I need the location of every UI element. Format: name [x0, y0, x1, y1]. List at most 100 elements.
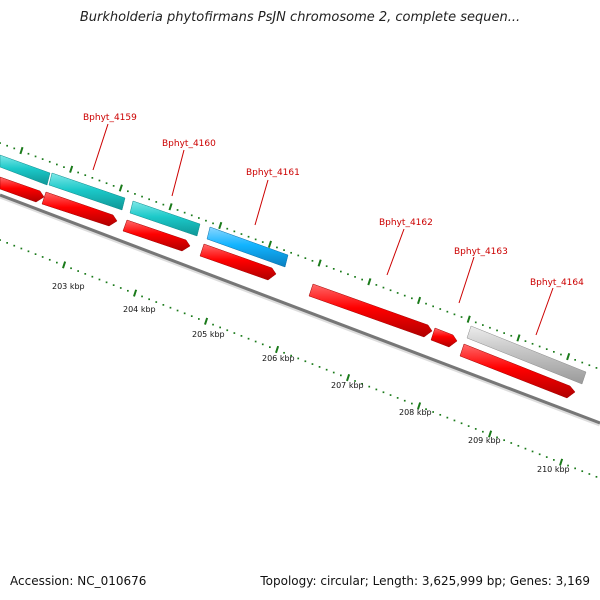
- scale-tick: [368, 385, 371, 388]
- scale-tick: [240, 335, 243, 337]
- scale-tick: [417, 402, 422, 410]
- scale-tick: [162, 304, 165, 306]
- tick-label-204: 204 kbp: [123, 305, 156, 314]
- feature-cyan-2[interactable]: [48, 172, 126, 211]
- scale-tick: [489, 326, 491, 329]
- scale-tick: [77, 270, 79, 272]
- scale-tick: [226, 227, 229, 230]
- scale-tick: [290, 251, 292, 254]
- scale-tick: [247, 337, 250, 340]
- tick-label-207: 207 kbp: [331, 381, 364, 390]
- scale-tick: [233, 230, 236, 233]
- scale-tick: [340, 270, 342, 273]
- cds-arrow-7[interactable]: [459, 343, 576, 399]
- scale-tick: [425, 302, 427, 305]
- scale-tick: [297, 357, 300, 360]
- feature-blue-1[interactable]: [206, 226, 289, 268]
- scale-tick: [482, 430, 484, 433]
- scale-tick: [77, 171, 79, 174]
- label-line-4163: [458, 256, 475, 304]
- scale-tick: [325, 265, 328, 268]
- cds-arrow-5[interactable]: [308, 283, 433, 338]
- gene-label-4160[interactable]: Bphyt_4160: [162, 139, 216, 149]
- scale-tick: [510, 334, 513, 337]
- scale-tick: [553, 350, 555, 353]
- scale-tick: [84, 273, 87, 275]
- scale-tick: [538, 453, 541, 456]
- scale-tick: [56, 163, 58, 166]
- tick-label-205: 205 kbp: [192, 330, 225, 339]
- cds-arrow-3[interactable]: [122, 219, 191, 252]
- scale-tick: [318, 366, 321, 368]
- scale-tick: [204, 317, 209, 325]
- scale-tick: [361, 278, 363, 281]
- scale-tick: [240, 233, 243, 235]
- scale-tick: [13, 147, 16, 150]
- cds-arrow-6[interactable]: [430, 327, 458, 348]
- scale-tick: [311, 259, 314, 262]
- scale-tick: [545, 456, 548, 458]
- scale-tick: [467, 425, 470, 427]
- scale-tick: [119, 287, 122, 289]
- scale-tick: [27, 250, 30, 253]
- feature-cyan-1[interactable]: [0, 154, 51, 186]
- cds-arrow-1[interactable]: [0, 176, 45, 203]
- label-line-4162: [386, 228, 405, 276]
- scale-tick: [375, 284, 378, 286]
- scale-tick: [141, 195, 143, 198]
- scale-tick: [247, 235, 250, 238]
- feature-grey-1[interactable]: [466, 325, 587, 385]
- scale-tick: [41, 158, 44, 160]
- scale-tick: [141, 295, 143, 298]
- scale-tick: [168, 203, 173, 211]
- scale-tick: [460, 316, 463, 318]
- scale-tick: [198, 318, 200, 320]
- gene-label-4162[interactable]: Bphyt_4162: [379, 218, 433, 228]
- scale-tick: [311, 363, 314, 365]
- scale-tick: [389, 394, 392, 396]
- scale-tick: [27, 152, 30, 155]
- scale-tick: [112, 284, 115, 286]
- cds-arrow-2[interactable]: [41, 191, 118, 227]
- scale-tick: [417, 296, 422, 305]
- scale-tick: [212, 222, 214, 225]
- scale-tick: [524, 447, 527, 450]
- label-line-4161: [254, 179, 269, 226]
- summary-text: Topology: circular; Length: 3,625,999 bp…: [260, 574, 590, 588]
- scale-tick: [332, 268, 335, 270]
- scale-tick: [148, 298, 150, 301]
- scale-tick: [190, 214, 193, 217]
- feature-cyan-3[interactable]: [129, 200, 201, 237]
- scale-tick: [0, 239, 1, 241]
- backbone-line-core: [0, 193, 600, 425]
- scale-tick: [474, 428, 477, 430]
- gene-label-4159[interactable]: Bphyt_4159: [83, 113, 137, 123]
- label-line-4164: [535, 287, 554, 336]
- scale-tick: [559, 458, 564, 466]
- scale-tick: [84, 174, 87, 177]
- scale-tick: [503, 332, 505, 334]
- gene-label-4163[interactable]: Bphyt_4163: [454, 247, 508, 257]
- scale-tick: [304, 257, 307, 259]
- scale-tick: [581, 361, 584, 364]
- map-title: Burkholderia phytofirmans PsJN chromosom…: [79, 10, 521, 25]
- scale-tick: [574, 359, 576, 361]
- scale-tick: [595, 475, 598, 478]
- scale-tick: [155, 201, 158, 203]
- scale-tick: [148, 198, 150, 201]
- scale-tick: [367, 278, 372, 286]
- scale-tick: [183, 312, 186, 315]
- scale-tick: [340, 374, 342, 377]
- scale-tick: [19, 146, 24, 155]
- cds-arrow-4[interactable]: [199, 243, 277, 281]
- scale-tick: [169, 306, 172, 309]
- gene-label-4161[interactable]: Bphyt_4161: [246, 168, 300, 178]
- scale-tick: [269, 346, 271, 349]
- scale-tick: [127, 190, 129, 193]
- scale-tick: [553, 459, 555, 461]
- scale-tick: [446, 416, 449, 419]
- gene-label-4164[interactable]: Bphyt_4164: [530, 278, 584, 288]
- scale-tick: [439, 308, 442, 310]
- scale-tick: [304, 360, 307, 363]
- tick-label-210: 210 kbp: [537, 465, 570, 474]
